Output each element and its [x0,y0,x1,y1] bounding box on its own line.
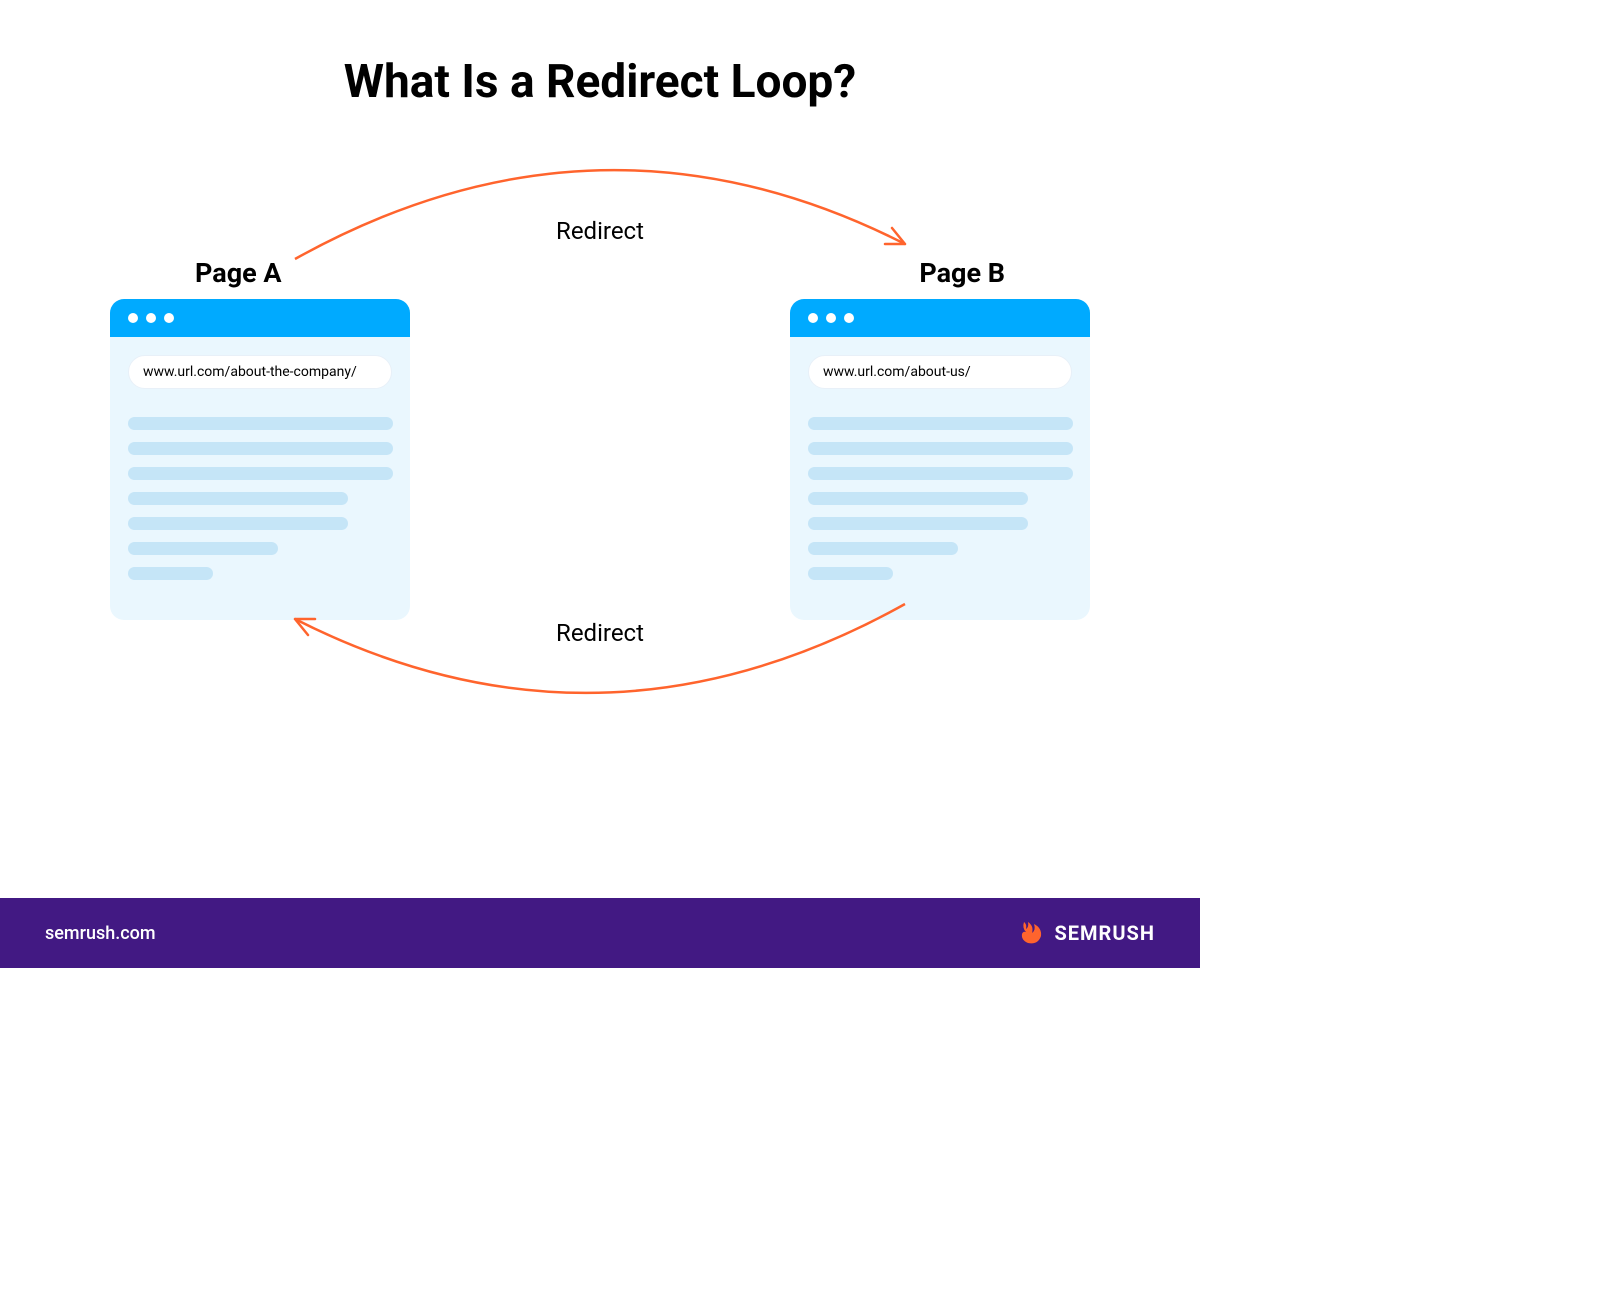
browser-window-b: www.url.com/about-us/ [790,299,1090,620]
content-placeholder-line [128,417,393,430]
browser-body-b: www.url.com/about-us/ [790,337,1090,620]
content-placeholder-line [808,542,958,555]
brand-name: SEMRUSH [1054,921,1155,945]
window-dot [808,313,818,323]
page-b-label: Page B [919,257,1005,289]
footer: semrush.com SEMRUSH [0,898,1200,968]
browser-body-a: www.url.com/about-the-company/ [110,337,410,620]
page-a-label: Page A [195,257,282,289]
diagram-title: What Is a Redirect Loop? [100,55,1100,109]
window-dot [826,313,836,323]
redirect-arrow-bottom [255,594,945,734]
window-dot [128,313,138,323]
window-dot [164,313,174,323]
content-placeholder-line [128,467,393,480]
content-placeholder-line [128,517,348,530]
content-placeholder-line [128,567,213,580]
browser-header-b [790,299,1090,337]
browser-window-a: www.url.com/about-the-company/ [110,299,410,620]
content-placeholder-line [128,442,393,455]
content-placeholder-line [808,467,1073,480]
window-dot [146,313,156,323]
brand-logo: SEMRUSH [1016,918,1155,948]
content-lines-b [808,417,1072,580]
redirect-arrow-top [255,129,945,269]
semrush-fire-icon [1016,918,1046,948]
content-placeholder-line [808,417,1073,430]
content-placeholder-line [808,442,1073,455]
redirect-label-top: Redirect [556,217,644,245]
content-placeholder-line [128,492,348,505]
window-dot [844,313,854,323]
diagram-area: Redirect Page A Page B www.url.com/about… [100,169,1100,789]
url-bar-a: www.url.com/about-the-company/ [128,355,392,389]
content-placeholder-line [808,492,1028,505]
content-placeholder-line [128,542,278,555]
footer-domain: semrush.com [45,923,156,944]
content-lines-a [128,417,392,580]
content-placeholder-line [808,567,893,580]
content-placeholder-line [808,517,1028,530]
url-bar-b: www.url.com/about-us/ [808,355,1072,389]
browser-header-a [110,299,410,337]
